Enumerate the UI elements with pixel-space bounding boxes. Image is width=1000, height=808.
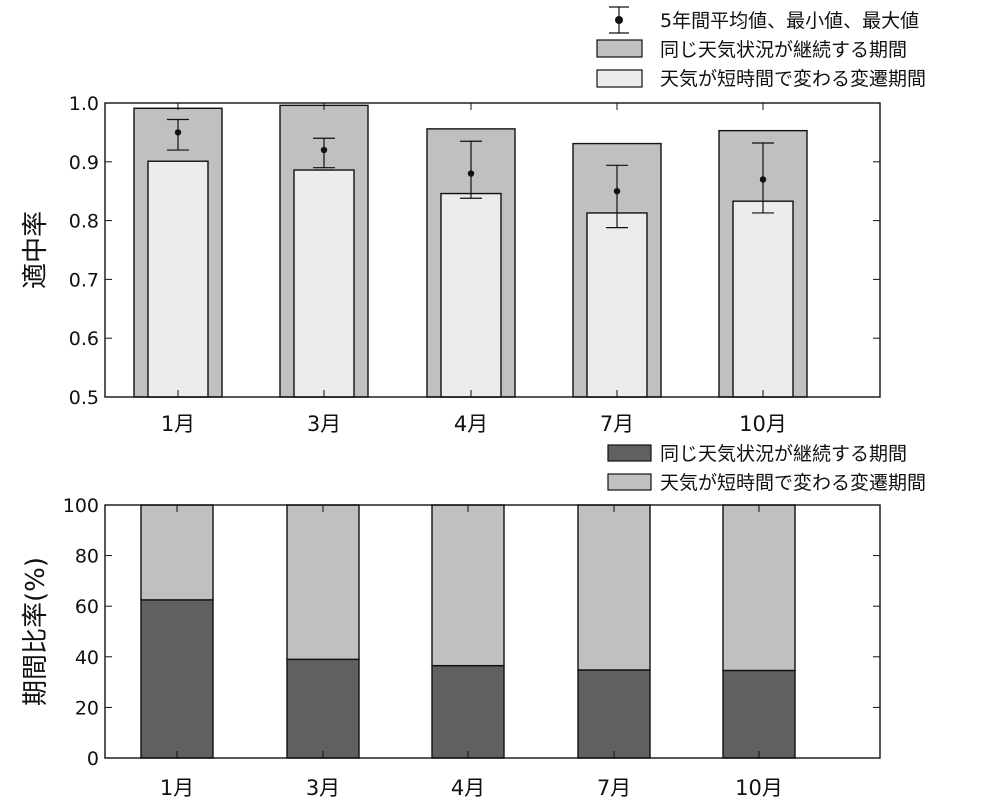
x-tick-label: 1月 (161, 412, 195, 436)
x-tick-label: 10月 (735, 776, 783, 800)
legend-swatch-continuous (607, 444, 652, 462)
bar-transition (577, 504, 651, 671)
x-tick-label: 7月 (600, 412, 634, 436)
bar-transition (732, 200, 794, 398)
y-tick-label: 1.0 (69, 93, 99, 115)
y-tick-label: 0.8 (69, 211, 99, 233)
x-tick-label: 4月 (454, 412, 488, 436)
x-tick-label: 3月 (307, 412, 341, 436)
mean-point (467, 170, 475, 177)
bar-transition (722, 504, 796, 672)
y-tick-label: 100 (63, 495, 99, 517)
legend-label-continuous: 同じ天気状況が継続する期間 (660, 39, 907, 61)
accuracy-chart: 1月 3月 4月 7月 10月 0.5 0.6 0.7 0.8 0.9 1.0 適中率 5年間平均値、最… (21, 6, 926, 436)
legend-label-transition: 天気が短時間で変わる変遷期間 (660, 68, 926, 90)
x-tick-label: 7月 (597, 776, 631, 800)
y-tick-label: 0.7 (69, 269, 99, 291)
y-tick-label: 40 (75, 647, 99, 669)
period-ratio-chart: 1月 3月 4月 7月 10月 0 20 40 60 80 100 期間比率(%) 同じ天気状況が継続す… (21, 443, 926, 800)
bar-continuous (577, 669, 651, 759)
bar-transition (147, 160, 209, 398)
bar-continuous (431, 664, 505, 759)
legend-label-errorbar: 5年間平均値、最小値、最大値 (660, 10, 919, 32)
mean-point (613, 188, 621, 195)
bar-transition (586, 212, 648, 398)
y-tick-label: 60 (75, 596, 99, 618)
x-tick-label: 3月 (306, 776, 340, 800)
y-tick-label: 20 (75, 697, 99, 719)
bar-continuous (286, 658, 360, 759)
legend-swatch-continuous (596, 39, 643, 58)
mean-point (174, 129, 182, 136)
bar-transition (440, 192, 502, 398)
bar-continuous (140, 599, 214, 759)
legend-label-transition: 天気が短時間で変わる変遷期間 (660, 472, 926, 494)
y-tick-label: 0 (87, 748, 99, 770)
y-tick-label: 0.5 (69, 387, 99, 409)
legend-errorbar-point (615, 16, 623, 24)
y-axis-label: 適中率 (21, 211, 51, 289)
y-axis-label: 期間比率(%) (21, 557, 51, 706)
y-tick-label: 0.9 (69, 152, 99, 174)
y-tick-label: 80 (75, 546, 99, 568)
plot-frame (104, 504, 881, 759)
legend-swatch-transition (607, 473, 652, 491)
x-tick-label: 1月 (160, 776, 194, 800)
mean-point (320, 146, 328, 154)
x-tick-label: 10月 (739, 412, 787, 436)
bar-transition (293, 169, 355, 398)
legend-label-continuous: 同じ天気状況が継続する期間 (660, 443, 907, 465)
plot-frame (104, 102, 881, 398)
y-tick-label: 0.6 (69, 328, 99, 350)
bar-continuous (722, 669, 796, 759)
bar-transition (431, 504, 505, 667)
bar-transition (286, 504, 360, 661)
mean-point (759, 176, 767, 183)
bar-transition (140, 504, 214, 601)
x-tick-label: 4月 (451, 776, 485, 800)
legend-swatch-transition (596, 69, 643, 88)
